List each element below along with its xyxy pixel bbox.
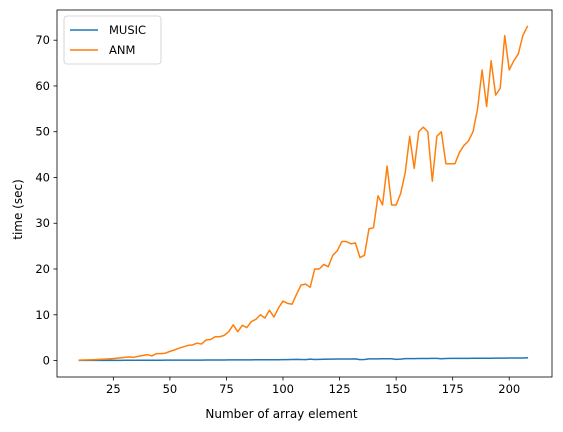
x-tick-label: 125 — [329, 382, 351, 396]
x-tick-label: 150 — [385, 382, 407, 396]
x-tick-label: 25 — [106, 382, 121, 396]
y-tick-label: 60 — [35, 79, 50, 93]
legend-label-music: MUSIC — [109, 23, 146, 37]
y-tick-label: 10 — [35, 308, 50, 322]
y-axis-ticks: 0 10 20 30 40 50 60 70 — [35, 33, 57, 368]
y-tick-label: 0 — [43, 354, 50, 368]
y-tick-label: 20 — [35, 262, 50, 276]
axes-frame — [56, 9, 553, 378]
y-tick-label: 30 — [35, 216, 50, 230]
x-tick-label: 50 — [163, 382, 178, 396]
legend-label-anm: ANM — [109, 43, 135, 57]
x-tick-label: 100 — [272, 382, 294, 396]
legend-box — [63, 15, 162, 65]
y-tick-label: 50 — [35, 125, 50, 139]
x-tick-label: 75 — [219, 382, 234, 396]
y-tick-label: 70 — [35, 33, 50, 47]
x-axis-ticks: 25 50 75 100 125 150 175 200 — [106, 377, 520, 396]
series-line-music — [78, 357, 529, 362]
y-tick-label: 40 — [35, 170, 50, 184]
series-line-anm — [78, 25, 529, 361]
x-tick-label: 175 — [442, 382, 464, 396]
legend: MUSIC ANM — [63, 15, 162, 65]
x-tick-label: 200 — [498, 382, 520, 396]
y-axis-label: time (sec) — [11, 179, 25, 240]
plot-area — [56, 9, 553, 378]
x-axis-label: Number of array element — [205, 407, 357, 421]
